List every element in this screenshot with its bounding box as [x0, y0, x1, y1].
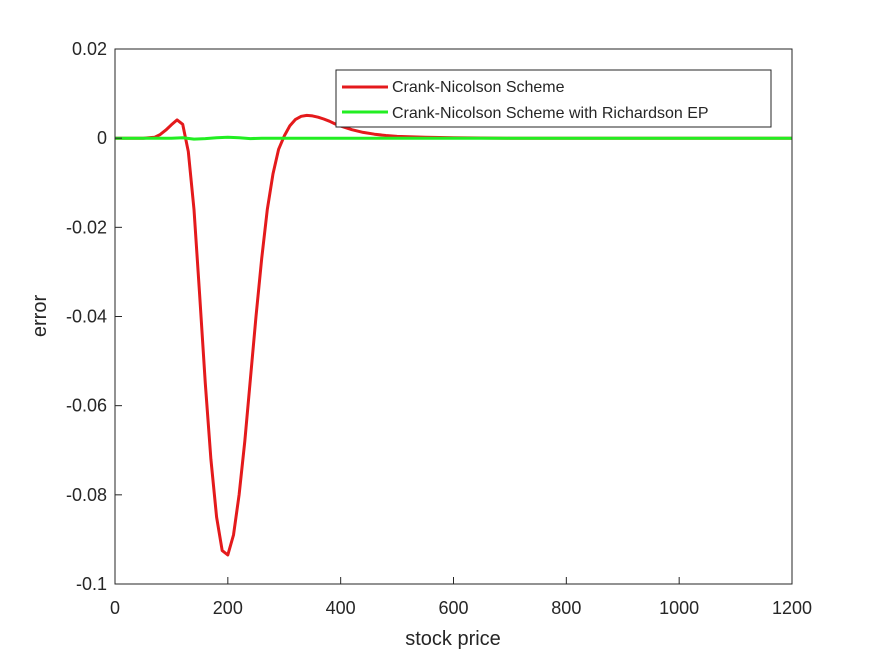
- y-tick-label: -0.08: [66, 485, 107, 505]
- y-tick-label: -0.02: [66, 217, 107, 237]
- legend-label-crank-nicolson: Crank-Nicolson Scheme: [392, 79, 565, 96]
- legend-label-richardson-ep: Crank-Nicolson Scheme with Richardson EP: [392, 105, 709, 122]
- y-tick-label: 0: [97, 128, 107, 148]
- y-ticks: -0.1 -0.08 -0.06 -0.04 -0.02 0 0.02: [66, 39, 122, 594]
- legend: Crank-Nicolson Scheme Crank-Nicolson Sch…: [335, 69, 772, 128]
- y-axis-label: error: [29, 295, 51, 338]
- x-tick-label: 1000: [659, 598, 699, 618]
- y-tick-label: -0.06: [66, 396, 107, 416]
- x-axis-label: stock price: [405, 628, 501, 650]
- y-tick-label: 0.02: [72, 39, 107, 59]
- series-line-0: [115, 113, 792, 557]
- y-tick-label: -0.04: [66, 307, 107, 327]
- x-tick-label: 1200: [772, 598, 812, 618]
- x-tick-label: 400: [326, 598, 356, 618]
- x-tick-label: 0: [110, 598, 120, 618]
- y-tick-label: -0.1: [76, 574, 107, 594]
- legend-box: [335, 69, 772, 128]
- series-line-1: [115, 135, 792, 141]
- x-tick-label: 600: [438, 598, 468, 618]
- x-ticks: 0 200 400 600 800 1000 1200: [110, 577, 812, 618]
- series-layer: [115, 113, 792, 557]
- x-tick-label: 800: [551, 598, 581, 618]
- x-tick-label: 200: [213, 598, 243, 618]
